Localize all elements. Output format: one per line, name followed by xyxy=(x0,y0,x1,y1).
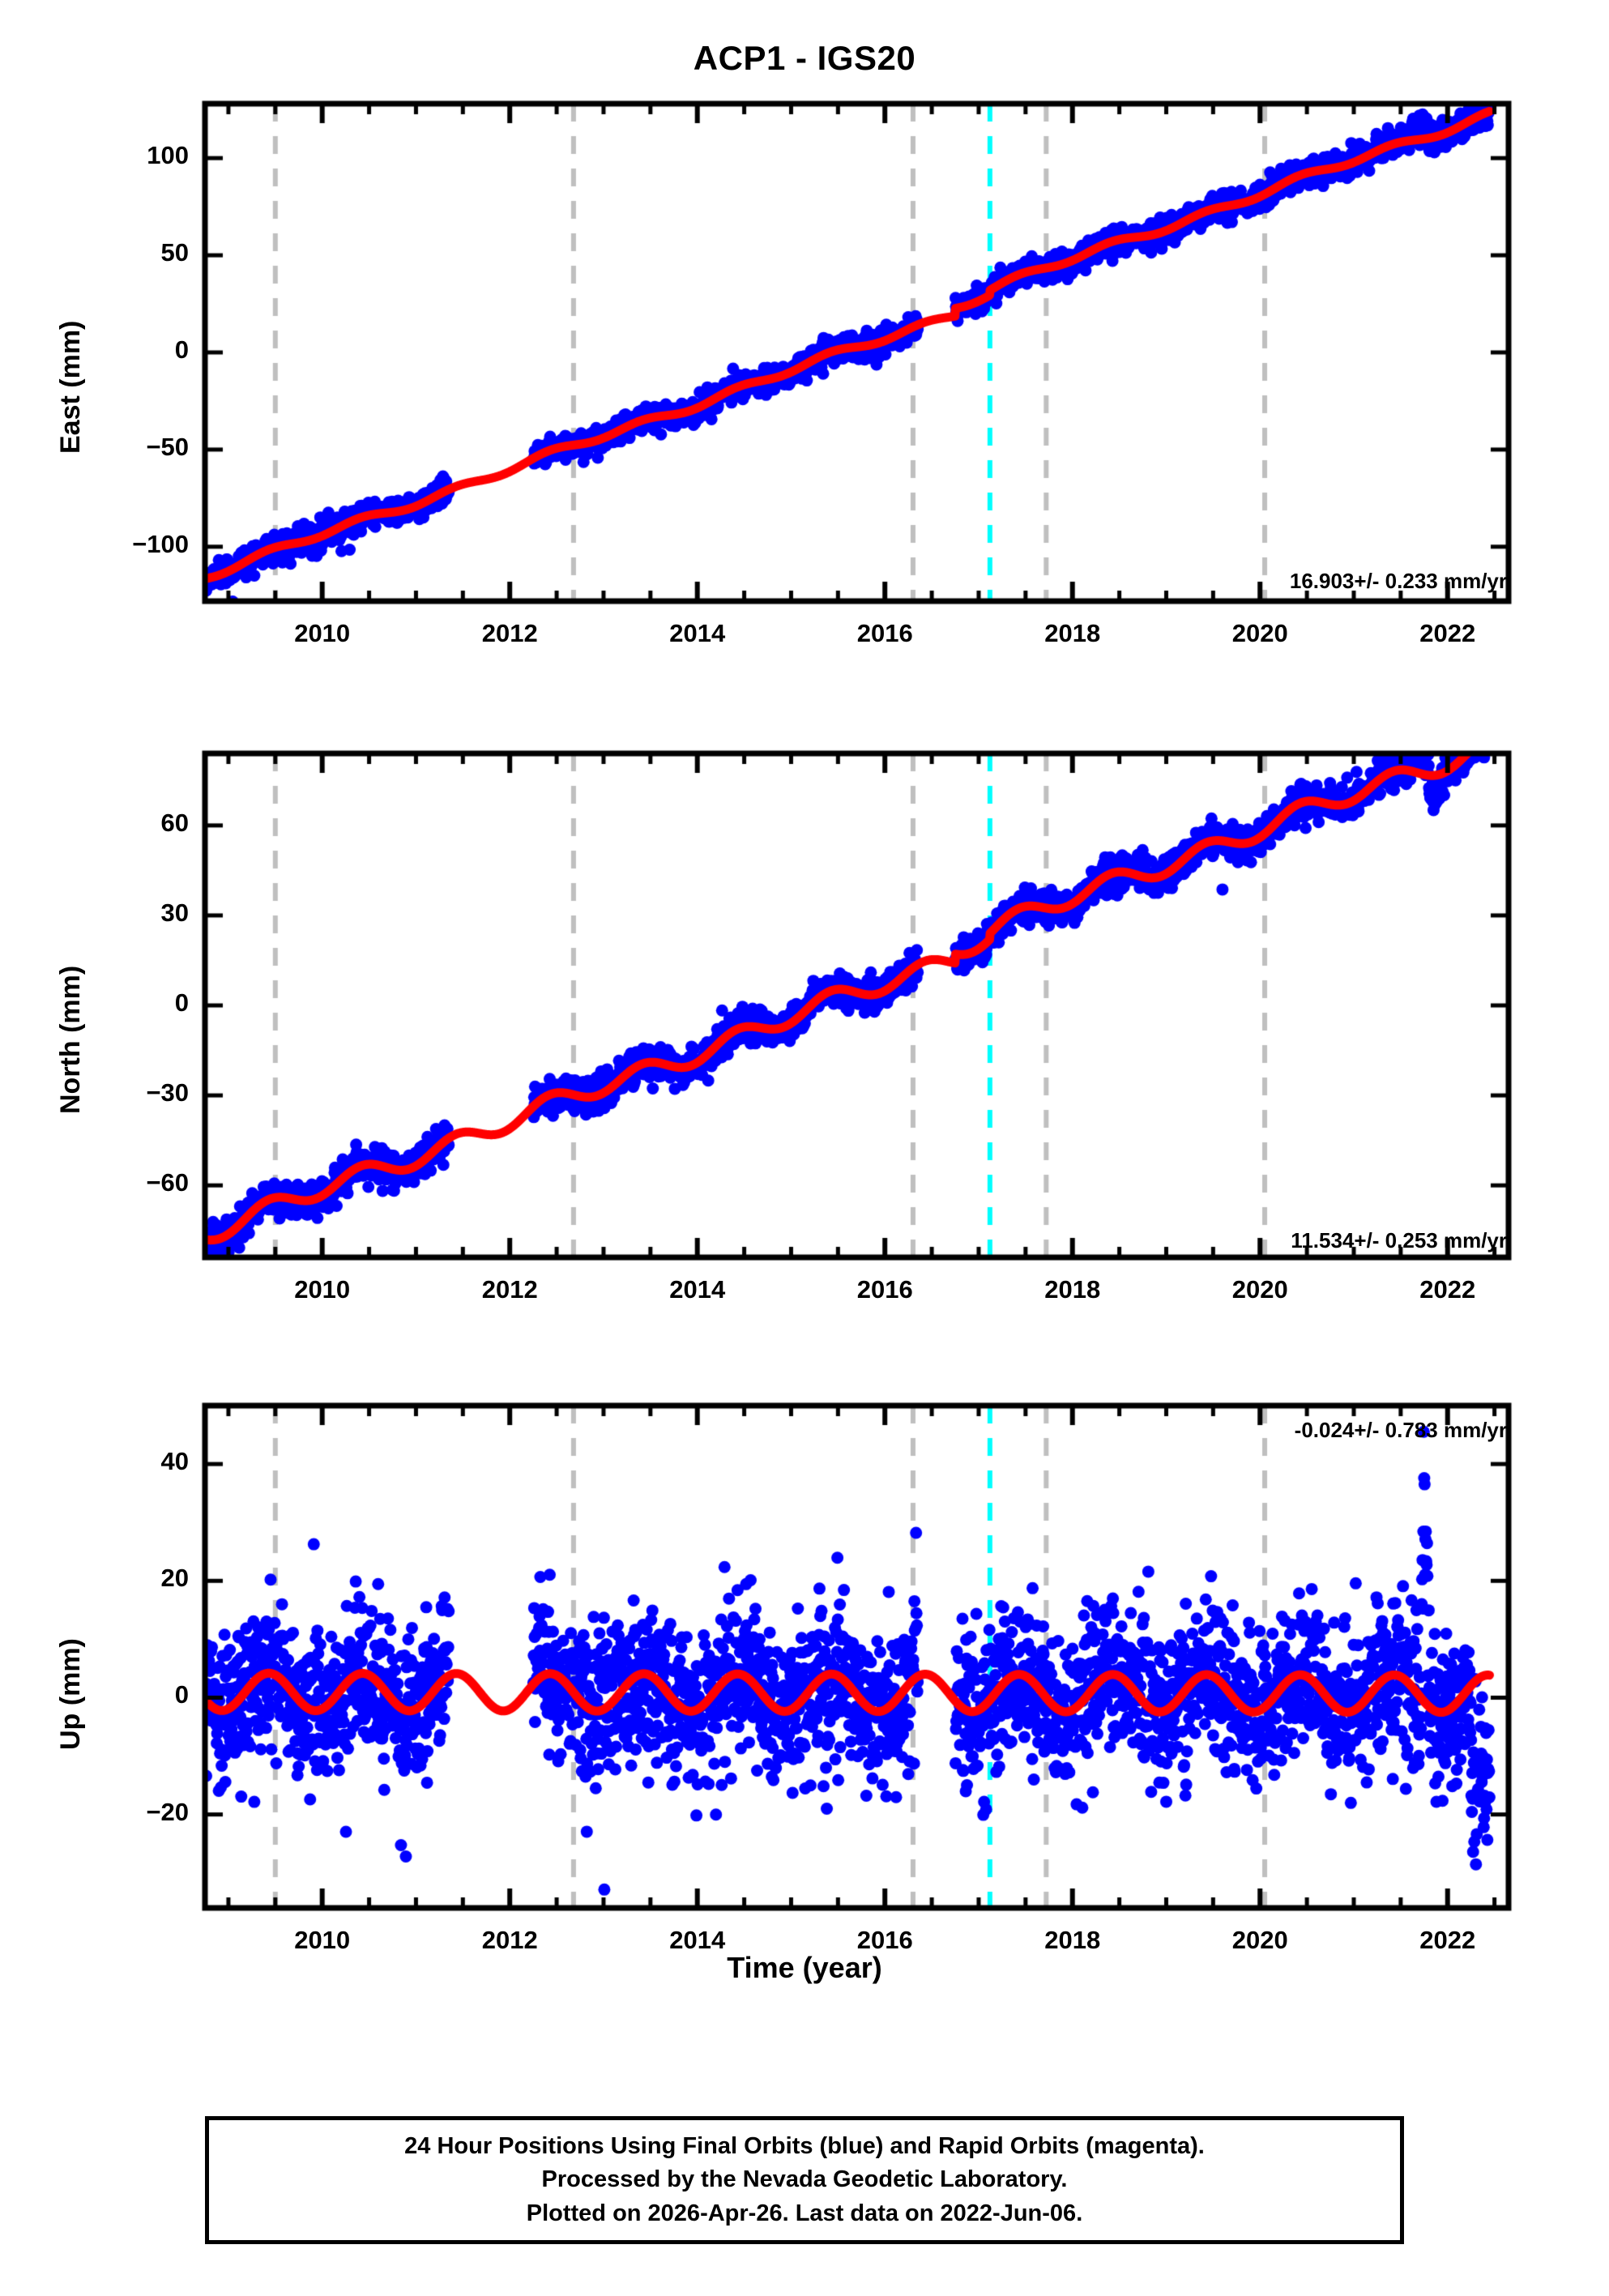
footer-line-processor: Processed by the Nevada Geodetic Laborat… xyxy=(541,2166,1068,2193)
footer-line-orbits: 24 Hour Positions Using Final Orbits (bl… xyxy=(404,2133,1205,2160)
footer-line-dates: Plotted on 2026-Apr-26. Last data on 202… xyxy=(526,2200,1083,2226)
footer-caption-box: 24 Hour Positions Using Final Orbits (bl… xyxy=(205,2116,1404,2244)
